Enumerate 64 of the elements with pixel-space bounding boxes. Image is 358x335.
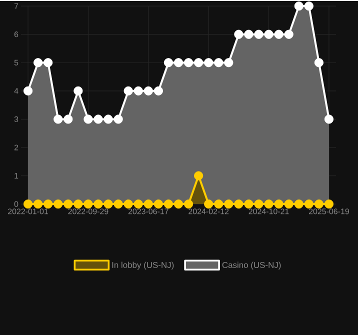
point <box>224 199 234 209</box>
point <box>194 171 204 180</box>
point <box>104 199 113 209</box>
point <box>244 199 254 209</box>
point <box>134 199 143 209</box>
point <box>84 114 93 124</box>
point <box>324 114 334 124</box>
point <box>314 58 324 68</box>
point <box>214 58 224 68</box>
point <box>224 58 234 68</box>
point <box>314 199 324 209</box>
legend-label: In lobby (US-NJ) <box>112 262 174 270</box>
point <box>134 86 143 96</box>
point <box>114 199 123 209</box>
point <box>194 58 204 68</box>
point <box>174 199 184 209</box>
point <box>23 199 33 209</box>
point <box>54 199 63 209</box>
point <box>64 199 73 209</box>
point <box>164 58 174 68</box>
point <box>184 58 194 68</box>
point <box>274 199 284 209</box>
point <box>254 199 264 209</box>
point <box>144 86 153 96</box>
point <box>154 86 163 96</box>
point <box>64 114 73 124</box>
point <box>214 199 224 209</box>
point <box>114 114 123 124</box>
point <box>264 30 274 39</box>
point <box>74 199 83 209</box>
point <box>204 199 214 209</box>
point <box>74 86 83 96</box>
point <box>244 30 254 39</box>
point <box>94 114 103 124</box>
point <box>164 199 174 209</box>
point <box>304 1 314 11</box>
legend-label: Casino (US-NJ) <box>222 262 281 270</box>
point <box>254 30 264 39</box>
point <box>284 30 294 39</box>
point <box>154 199 163 209</box>
point <box>204 58 214 68</box>
point <box>264 199 274 209</box>
point <box>84 199 93 209</box>
point <box>94 199 103 209</box>
point <box>54 114 63 124</box>
point <box>294 199 304 209</box>
point <box>304 199 314 209</box>
point <box>184 199 194 209</box>
point <box>234 30 244 39</box>
point <box>274 30 284 39</box>
point <box>294 1 304 11</box>
point <box>34 58 43 68</box>
point <box>44 199 53 209</box>
point <box>284 199 294 209</box>
point <box>124 86 133 96</box>
point <box>124 199 133 209</box>
point <box>104 114 113 124</box>
point <box>324 199 334 209</box>
point <box>44 58 53 68</box>
point <box>174 58 184 68</box>
point <box>234 199 244 209</box>
point <box>34 199 43 209</box>
point <box>144 199 153 209</box>
point <box>23 86 33 96</box>
